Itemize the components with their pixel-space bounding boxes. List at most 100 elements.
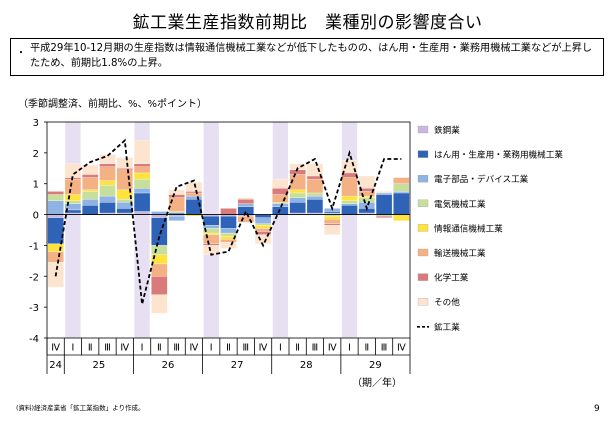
y-tick-label: 2 <box>33 149 39 160</box>
bar-segment <box>254 234 272 245</box>
bar-segment <box>237 203 254 208</box>
year-label: 24 <box>49 360 62 371</box>
year-label: 27 <box>231 360 244 371</box>
legend-swatch <box>417 125 429 134</box>
bar-segment <box>47 214 64 218</box>
year-label: 26 <box>162 360 175 371</box>
bar-segment <box>168 215 185 221</box>
bar-segment <box>324 223 341 226</box>
quarter-label: Ⅰ <box>210 343 213 354</box>
bar-segment <box>99 163 116 167</box>
legend-swatch <box>417 273 429 281</box>
bar-segment <box>375 192 393 195</box>
source-note: (資料)経済産業省「鉱工業指数」より作成。 <box>16 404 145 412</box>
bar-segment <box>82 174 99 178</box>
bar-segment <box>375 191 393 194</box>
bar-segment <box>220 239 237 243</box>
bar-segment <box>133 163 151 167</box>
bar-segment <box>220 208 237 215</box>
bar-segment <box>133 192 151 212</box>
year-label: 28 <box>300 360 313 371</box>
bar-segment <box>375 215 393 218</box>
bar-segment <box>133 166 151 174</box>
quarter-label: Ⅳ <box>51 343 60 354</box>
legend-label: 情報通信機械工業 <box>434 222 503 234</box>
bar-segment <box>272 178 289 189</box>
bar-segment <box>220 215 237 229</box>
bar-segment <box>168 194 185 198</box>
bar-segment <box>203 234 220 245</box>
quarter-band <box>65 122 81 338</box>
bar-segment <box>341 200 358 204</box>
bar-segment <box>375 194 393 215</box>
quarter-label: Ⅱ <box>88 343 93 354</box>
bar-segment <box>306 178 324 194</box>
bar-segment <box>168 189 185 195</box>
bar-segment <box>289 197 306 203</box>
bar-segment <box>151 245 168 255</box>
bar-segment <box>341 195 358 201</box>
bar-segment <box>47 194 64 201</box>
bar-segment <box>393 192 410 215</box>
bar-segment <box>220 232 237 237</box>
bar-segment <box>358 175 375 189</box>
quarter-label: Ⅱ <box>364 343 369 354</box>
quarter-label: Ⅳ <box>190 343 199 354</box>
bar-segment <box>116 168 133 170</box>
year-label: 25 <box>92 360 105 371</box>
bar-segment <box>133 211 151 215</box>
legend-swatch <box>417 248 429 257</box>
legend-label: 輸送機械工業 <box>434 247 486 259</box>
quarter-label: Ⅲ <box>243 343 250 354</box>
quarter-label: Ⅲ <box>104 343 111 354</box>
bar-segment <box>151 294 168 314</box>
bar-segment <box>272 206 289 215</box>
y-tick-label: 1 <box>33 180 39 191</box>
bar-segment <box>64 178 82 195</box>
bar-segment <box>82 177 99 191</box>
year-label: 29 <box>369 360 382 371</box>
quarter-label: Ⅱ <box>226 343 231 354</box>
bar-segment <box>289 192 306 198</box>
bar-segment <box>99 202 116 214</box>
bar-segment <box>116 169 133 191</box>
bar-segment <box>47 200 64 215</box>
bar-segment <box>82 191 99 200</box>
bar-segment <box>99 166 116 181</box>
bar-segment <box>47 191 64 195</box>
bar-segment <box>168 197 185 212</box>
quarter-label: Ⅳ <box>397 343 406 354</box>
legend-swatch <box>417 224 429 232</box>
bar-segment <box>82 205 99 215</box>
legend-label: 鉱工業 <box>434 321 460 333</box>
bar-segment <box>47 251 64 263</box>
bar-segment <box>99 195 116 203</box>
summary-text: 平成29年10-12月期の生産指数は情報通信機械工業などが低下したものの、はん用… <box>30 43 593 69</box>
bar-segment <box>203 215 220 226</box>
line-series-mining <box>54 138 402 305</box>
quarter-label: Ⅳ <box>328 343 337 354</box>
bar-segment <box>151 211 168 215</box>
bar-segment <box>254 223 272 226</box>
bar-segment <box>237 198 254 204</box>
bar-segment <box>324 215 341 220</box>
bar-segment <box>82 198 99 206</box>
legend-label: 電気機械工業 <box>434 198 486 210</box>
bar-segment <box>47 217 64 245</box>
bar-segment <box>203 243 220 246</box>
summary-box <box>10 38 604 76</box>
quarter-label: Ⅰ <box>348 343 351 354</box>
bar-segment <box>116 202 133 209</box>
bar-segment <box>133 188 151 194</box>
unit-note: （季節調整済、前期比、%、%ポイント） <box>18 99 208 110</box>
bar-segment <box>358 195 375 198</box>
legend-swatch <box>417 150 429 158</box>
quarter-label: Ⅰ <box>72 343 75 354</box>
bar-segment <box>306 163 324 177</box>
bar-segment <box>272 194 289 203</box>
bar-segment <box>237 215 254 223</box>
quarter-label: Ⅰ <box>279 343 282 354</box>
page-title: 鉱工業生産指数前期比 業種別の影響度合い <box>132 13 483 33</box>
bar-segment <box>133 172 151 180</box>
bar-segment <box>185 192 203 197</box>
